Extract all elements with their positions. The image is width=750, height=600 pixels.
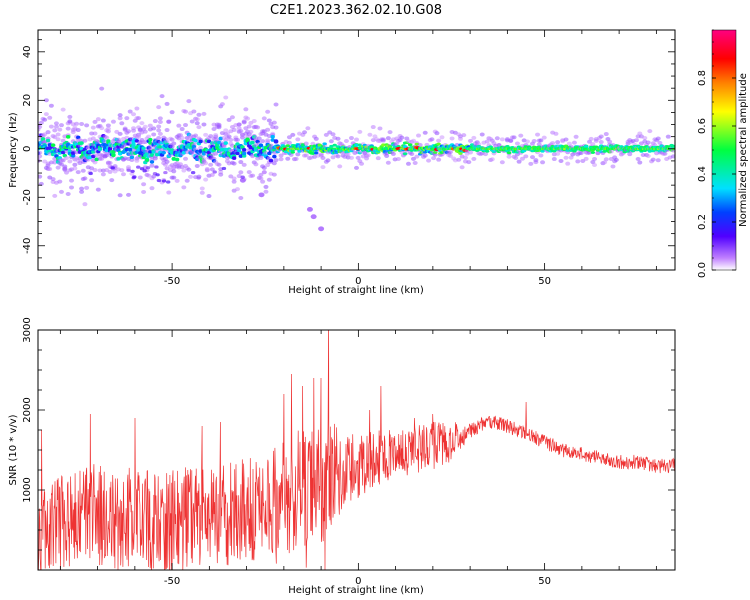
spectrogram-y-tick-label: 40 (22, 45, 33, 58)
spectrogram-heatmap (38, 86, 675, 232)
spectrogram-x-tick-label: 50 (538, 276, 551, 287)
snr-y-tick-label: 3000 (22, 317, 33, 342)
colorbar: 0.0 0.2 0.4 0.6 0.8 Normalized spectral ampl… (697, 29, 749, 278)
spectrogram-y-tick-label: -20 (22, 189, 33, 205)
colorbar-tick-label: 0.6 (697, 118, 708, 134)
colorbar-tick-label: 0.8 (697, 70, 708, 86)
snr-panel: -50 0 50 1000 2000 3000 Height of straight li… (8, 317, 676, 596)
colorbar-gradient (711, 29, 737, 271)
snr-y-tick-label: 1000 (22, 477, 33, 502)
spectrogram-x-axis-label: Height of straight line (km) (288, 285, 424, 296)
figure-title: C2E1.2023.362.02.10.G08 (270, 3, 442, 18)
colorbar-tick-label: 0.4 (697, 166, 708, 182)
colorbar-tick-label: 0.0 (697, 262, 708, 278)
spectrogram-panel: -50 0 50 -40 -20 0 20 40 Height of straight lin… (8, 29, 676, 296)
spectrogram-y-tick-label: 20 (22, 94, 33, 107)
spectrogram-plot-frame (37, 29, 676, 271)
colorbar-tick-label: 0.2 (697, 214, 708, 230)
snr-x-tick-label: -50 (164, 576, 180, 587)
spectrogram-ticks: -50 0 50 -40 -20 0 20 40 (22, 30, 675, 287)
snr-x-tick-label: 0 (355, 576, 361, 587)
snr-ticks: -50 0 50 1000 2000 3000 (22, 317, 675, 587)
colorbar-ticks: 0.0 0.2 0.4 0.6 0.8 (697, 29, 736, 278)
spectrogram-x-tick-label: -50 (164, 276, 180, 287)
snr-series-line (38, 330, 675, 570)
snr-x-tick-label: 50 (538, 576, 551, 587)
snr-plot-frame (37, 329, 676, 571)
spectrogram-y-axis-label: Frequency (Hz) (8, 112, 19, 188)
spectrogram-y-tick-label: 0 (22, 146, 33, 152)
snr-y-axis-label: SNR (10 * v/v) (8, 414, 19, 485)
colorbar-label: Normalized spectral amplitude (738, 73, 749, 227)
spectrogram-y-tick-label: -40 (22, 238, 33, 254)
snr-x-axis-label: Height of straight line (km) (288, 585, 424, 596)
spectrogram-x-tick-label: 0 (355, 276, 361, 287)
snr-y-tick-label: 2000 (22, 397, 33, 422)
